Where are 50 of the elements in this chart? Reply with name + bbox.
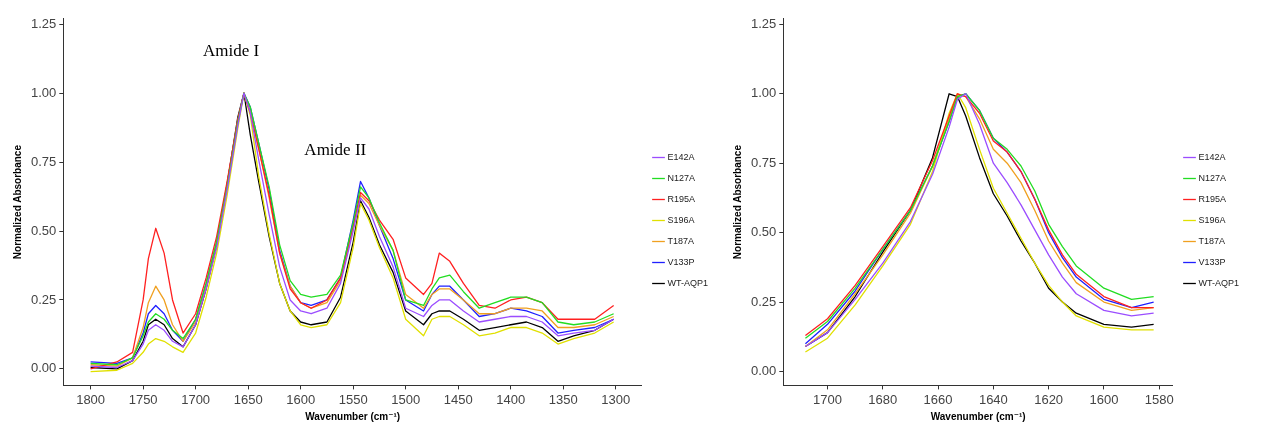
y-tick-label: 0.50: [30, 222, 57, 238]
y-tick-label: 1.00: [30, 84, 57, 100]
x-tick-label: 1300: [601, 391, 631, 407]
y-tick-label: 0.00: [750, 363, 777, 379]
legend-label: R195A: [1198, 193, 1227, 204]
y-tick-label: 0.75: [750, 154, 777, 170]
legend-label: N127A: [1198, 172, 1227, 183]
y-tick-label: 0.00: [30, 360, 57, 376]
x-tick-label: 1620: [1034, 391, 1064, 407]
y-tick-label: 0.50: [750, 224, 777, 240]
legend-label: N127A: [667, 172, 696, 183]
x-tick-label: 1550: [338, 391, 368, 407]
x-tick-label: 1580: [1144, 391, 1174, 407]
x-tick-label: 1700: [813, 391, 842, 407]
x-tick-label: 1500: [391, 391, 421, 407]
annotation: Amide I: [203, 41, 260, 61]
annotation: Amide II: [304, 140, 367, 160]
legend-label: S196A: [667, 214, 695, 225]
legend-label: E142A: [667, 151, 695, 162]
x-tick-label: 1400: [496, 391, 526, 407]
x-tick-label: 1450: [443, 391, 473, 407]
x-tick-label: 1600: [286, 391, 316, 407]
y-axis-title: Normalized Absorbance: [11, 144, 23, 260]
legend-label: WT-AQP1: [1198, 277, 1240, 288]
legend-label: T187A: [667, 235, 695, 246]
x-tick-label: 1350: [548, 391, 578, 407]
y-tick-label: 1.25: [750, 15, 777, 31]
x-axis-title: Wavenumber (cm⁻¹): [305, 410, 401, 422]
legend-label: V133P: [1198, 256, 1226, 267]
legend-label: R195A: [667, 193, 696, 204]
legend-label: S196A: [1198, 214, 1226, 225]
legend-label: T187A: [1198, 235, 1226, 246]
y-tick-label: 1.25: [30, 15, 57, 31]
x-axis-title: Wavenumber (cm⁻¹): [930, 410, 1026, 422]
y-tick-label: 0.25: [750, 293, 777, 309]
x-tick-label: 1650: [233, 391, 263, 407]
legend-label: E142A: [1198, 151, 1226, 162]
y-tick-label: 0.25: [30, 291, 57, 307]
y-tick-label: 1.00: [750, 85, 777, 101]
x-tick-label: 1660: [923, 391, 953, 407]
legend-label: WT-AQP1: [667, 277, 709, 288]
x-tick-label: 1640: [978, 391, 1008, 407]
y-axis-title: Normalized Absorbance: [731, 144, 743, 260]
x-tick-label: 1800: [76, 391, 106, 407]
legend-label: V133P: [667, 256, 695, 267]
y-tick-label: 0.75: [30, 153, 57, 169]
x-tick-label: 1600: [1089, 391, 1119, 407]
x-tick-label: 1750: [128, 391, 158, 407]
x-tick-label: 1680: [868, 391, 898, 407]
x-tick-label: 1700: [181, 391, 211, 407]
